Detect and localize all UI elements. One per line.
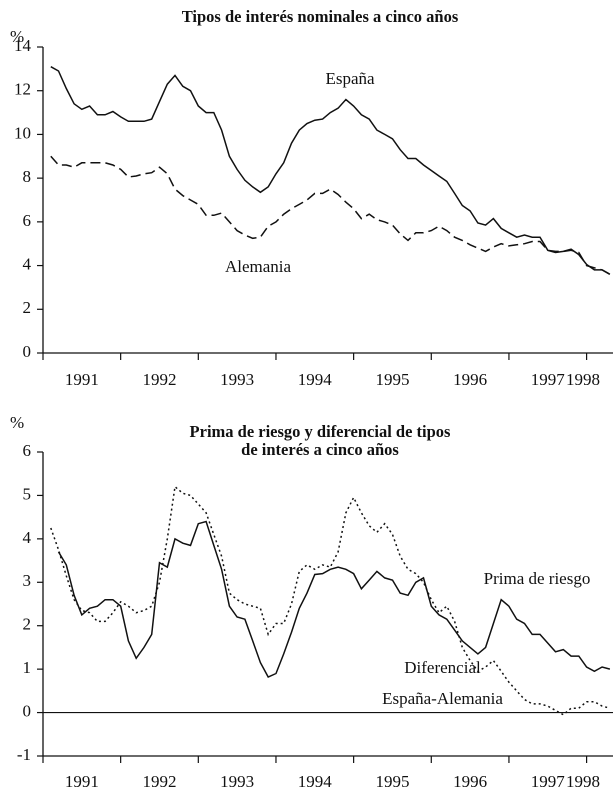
series-label: Alemania bbox=[225, 257, 292, 276]
x-tick-label: 1995 bbox=[375, 370, 409, 389]
x-tick-label: 1996 bbox=[453, 370, 487, 389]
y-tick-label: 2 bbox=[23, 615, 32, 634]
x-tick-label: 1991 bbox=[65, 772, 99, 791]
chart-title: Tipos de interés nominales a cinco años bbox=[182, 7, 459, 26]
x-tick-label: 1994 bbox=[298, 370, 333, 389]
chart-title: Prima de riesgo y diferencial de tipos bbox=[190, 422, 451, 441]
x-tick-label: 1993 bbox=[220, 370, 254, 389]
y-tick-label: 1 bbox=[23, 658, 32, 677]
x-tick-label: 1998 bbox=[566, 772, 600, 791]
y-tick-label: 6 bbox=[23, 211, 32, 230]
line-series bbox=[57, 520, 611, 678]
y-tick-label: 2 bbox=[23, 298, 32, 317]
series-label: Diferencial España-Alemania bbox=[382, 658, 503, 708]
x-tick-label: 1993 bbox=[220, 772, 254, 791]
series-label: Prima de riesgo bbox=[484, 569, 591, 588]
y-tick-label: 8 bbox=[23, 167, 32, 186]
x-tick-label: 1995 bbox=[375, 772, 409, 791]
y-tick-label: 10 bbox=[14, 123, 31, 142]
y-tick-label: -1 bbox=[17, 745, 31, 764]
x-tick-label: 1996 bbox=[453, 772, 487, 791]
x-tick-label: 1992 bbox=[142, 370, 176, 389]
x-tick-label: 1994 bbox=[298, 772, 333, 791]
y-tick-label: 5 bbox=[23, 484, 32, 503]
y-tick-label: 4 bbox=[23, 528, 32, 547]
line-series bbox=[50, 66, 611, 275]
y-tick-label: 3 bbox=[23, 571, 32, 590]
chart-title: de interés a cinco años bbox=[241, 440, 399, 459]
y-tick-label: 0 bbox=[23, 342, 32, 361]
line-series bbox=[50, 485, 611, 716]
x-tick-label: 1991 bbox=[65, 370, 99, 389]
y-tick-label: 0 bbox=[23, 701, 32, 720]
y-tick-label: 6 bbox=[23, 441, 32, 460]
y-tick-label: 14 bbox=[14, 36, 32, 55]
y-tick-label: 12 bbox=[14, 80, 31, 99]
x-tick-label: 1997 bbox=[531, 370, 566, 389]
y-axis-label: % bbox=[10, 413, 24, 432]
x-tick-label: 1992 bbox=[142, 772, 176, 791]
y-tick-label: 4 bbox=[23, 254, 32, 273]
x-tick-label: 1998 bbox=[566, 370, 600, 389]
series-label: España bbox=[325, 69, 375, 88]
y-axis-label: % bbox=[10, 27, 24, 46]
line-series bbox=[50, 155, 611, 275]
x-tick-label: 1997 bbox=[531, 772, 566, 791]
